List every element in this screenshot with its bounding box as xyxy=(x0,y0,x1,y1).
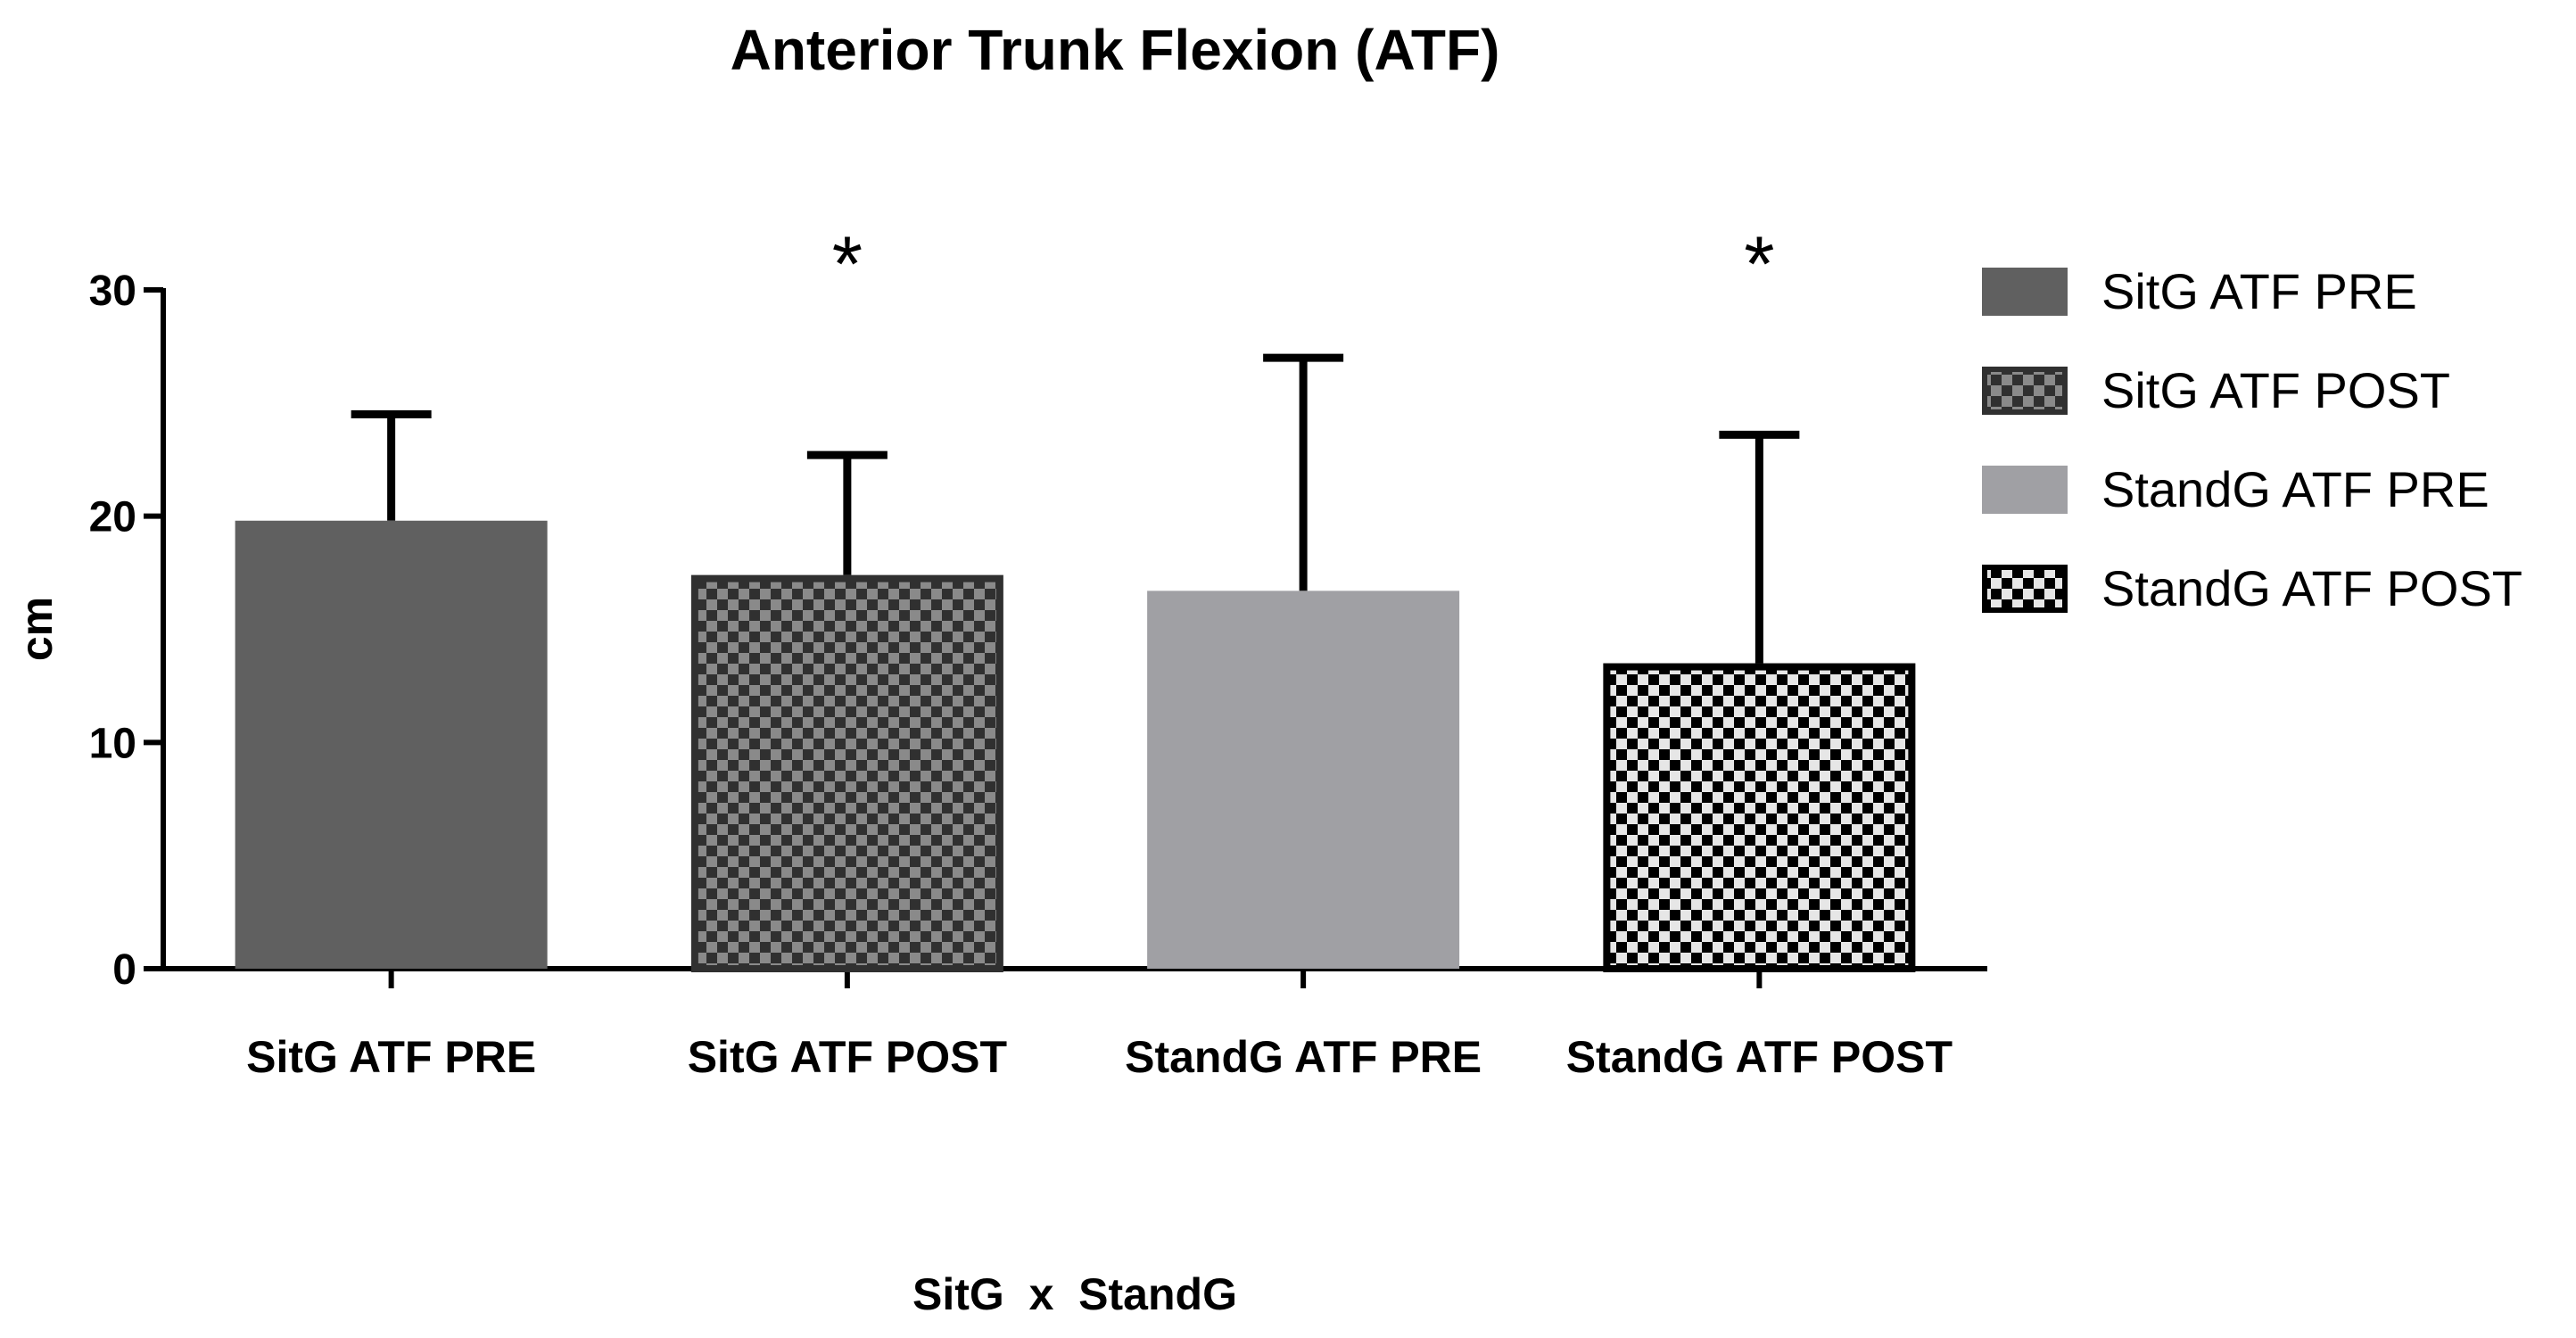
y-tick-label: 20 xyxy=(89,494,136,541)
axes: 0 10 20 30 SitG ATF PRE SitG ATF POST StandG A… xyxy=(89,268,1987,1082)
legend-swatch xyxy=(1982,367,2068,415)
chart-title: Anterior Trunk Flexion (ATF) xyxy=(731,18,1500,82)
y-tick-label: 0 xyxy=(112,946,136,994)
y-tick-label: 10 xyxy=(89,720,136,767)
bar xyxy=(690,574,1003,972)
category-label: SitG ATF POST xyxy=(688,1032,1007,1082)
legend: SitG ATF PRE SitG ATF POST StandG ATF PRE S… xyxy=(1982,263,2522,616)
legend-label: SitG ATF POST xyxy=(2101,362,2450,418)
category-label: StandG ATF POST xyxy=(1566,1032,1953,1082)
significance-marker: * xyxy=(832,219,863,308)
legend-label: StandG ATF POST xyxy=(2101,560,2522,616)
legend-label: SitG ATF PRE xyxy=(2101,263,2417,319)
legend-label: StandG ATF PRE xyxy=(2101,461,2489,517)
x-axis-label: SitG x StandG xyxy=(912,1269,1237,1319)
category-label: SitG ATF PRE xyxy=(246,1032,536,1082)
legend-swatch xyxy=(1982,268,2068,316)
legend-swatch xyxy=(1982,565,2068,613)
y-axis-label: cm xyxy=(12,597,62,661)
y-tick-label: 30 xyxy=(89,268,136,315)
bar xyxy=(1603,663,1916,972)
bar xyxy=(235,520,548,969)
bar xyxy=(1147,591,1460,969)
category-label: StandG ATF PRE xyxy=(1125,1032,1482,1082)
bars: * * xyxy=(235,219,1916,972)
significance-marker: * xyxy=(1744,219,1774,308)
legend-swatch xyxy=(1982,466,2068,514)
